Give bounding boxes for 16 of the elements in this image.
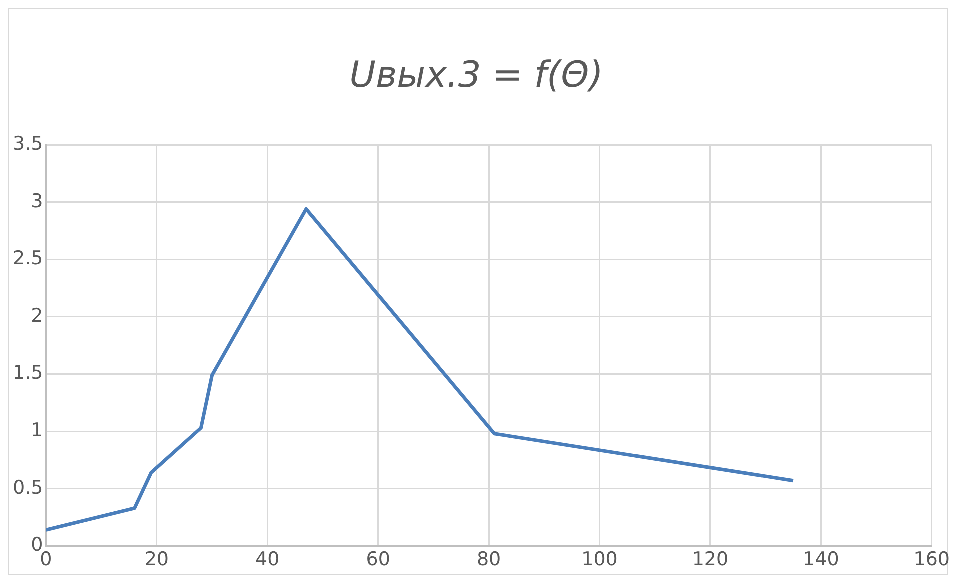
x-tick-label: 40 xyxy=(256,548,280,571)
x-tick-label: 60 xyxy=(366,548,390,571)
y-tick-label: 2.5 xyxy=(13,248,44,270)
y-tick-label: 0.5 xyxy=(13,476,44,499)
chart-title: Uвых.3 = f(Θ) xyxy=(348,55,604,96)
y-tick-label: 1.5 xyxy=(13,362,44,384)
x-tick-label: 120 xyxy=(692,548,729,571)
x-tick-label: 20 xyxy=(144,548,170,571)
x-tick-label: 100 xyxy=(582,548,618,571)
y-tick-label: 3 xyxy=(31,190,44,212)
x-tick-label: 140 xyxy=(803,548,840,571)
y-tick-label: 3.5 xyxy=(13,132,44,155)
y-tick-label: 1 xyxy=(31,420,44,442)
x-tick-label: 80 xyxy=(476,548,502,571)
y-tick-label: 2 xyxy=(31,304,44,327)
x-tick-label: 160 xyxy=(914,548,950,571)
